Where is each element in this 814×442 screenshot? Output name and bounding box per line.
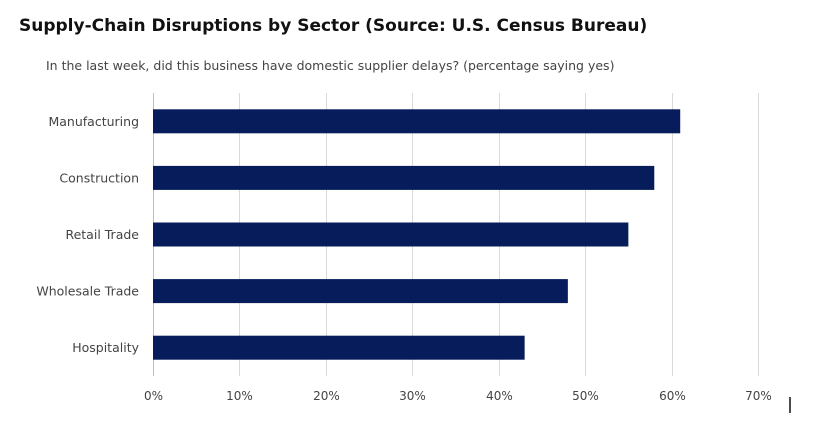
x-tick-label: 0% bbox=[144, 389, 163, 403]
chart-title: Supply-Chain Disruptions by Sector (Sour… bbox=[19, 16, 648, 36]
category-label: Retail Trade bbox=[65, 227, 139, 242]
category-label: Hospitality bbox=[72, 340, 139, 355]
x-tick-labels: 0% 10% 20% 30% 40% 50% 60% 70% bbox=[144, 389, 772, 403]
category-label: Manufacturing bbox=[48, 114, 139, 129]
bar-construction bbox=[153, 165, 655, 190]
x-tick-label: 30% bbox=[399, 389, 426, 403]
category-labels: Manufacturing Construction Retail Trade Who… bbox=[36, 114, 139, 355]
gridlines bbox=[153, 93, 759, 376]
x-tick-label: 60% bbox=[659, 389, 686, 403]
x-tick-label: 10% bbox=[226, 389, 253, 403]
bars bbox=[153, 109, 681, 360]
x-tick-label: 40% bbox=[486, 389, 513, 403]
category-label: Construction bbox=[59, 170, 139, 185]
bar-retail-trade bbox=[153, 222, 629, 247]
category-label: Wholesale Trade bbox=[36, 284, 139, 299]
bar-manufacturing bbox=[153, 109, 681, 134]
chart-subtitle: In the last week, did this business have… bbox=[46, 58, 615, 73]
bar-hospitality bbox=[153, 335, 525, 360]
x-tick-label: 70% bbox=[745, 389, 772, 403]
x-tick-label: 20% bbox=[313, 389, 340, 403]
x-tick-label: 50% bbox=[572, 389, 599, 403]
bar-wholesale-trade bbox=[153, 279, 568, 304]
